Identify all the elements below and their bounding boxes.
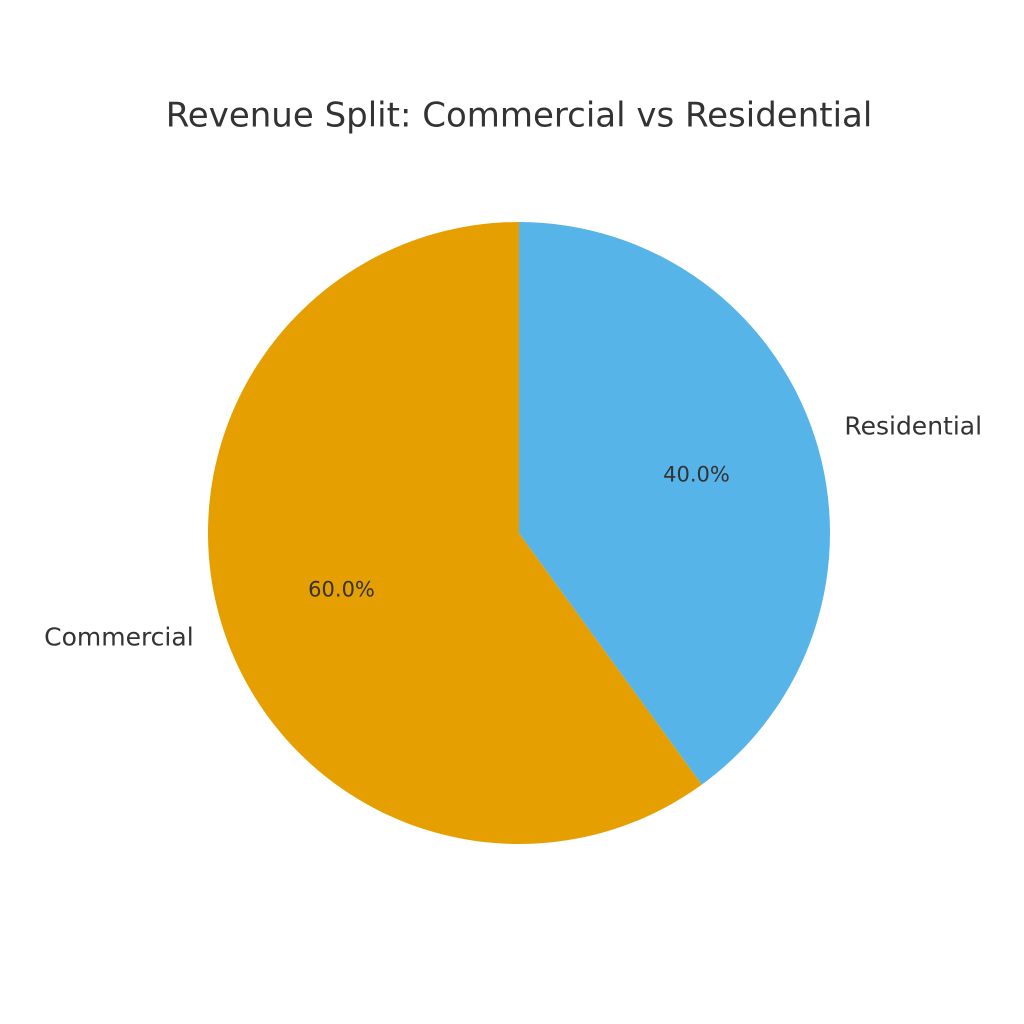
pie-slice xyxy=(207,222,702,845)
chart-title: Revenue Split: Commercial vs Residential xyxy=(166,96,873,136)
slice-label: Commercial xyxy=(44,623,194,652)
pie-slice xyxy=(519,222,830,785)
slice-label: Residential xyxy=(844,411,982,440)
value-label: 40.0% xyxy=(663,462,730,486)
value-label: 60.0% xyxy=(308,578,375,602)
